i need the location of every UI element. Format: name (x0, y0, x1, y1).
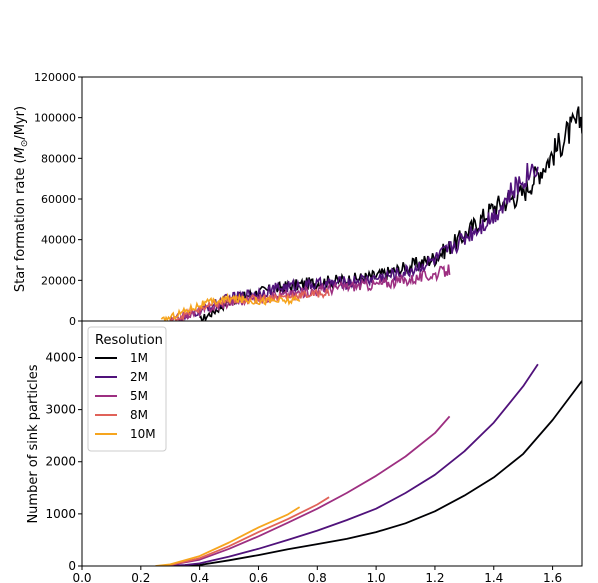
legend-label-2M: 2M (130, 370, 148, 384)
sfr-line-10M (160, 292, 301, 321)
sink-y-ticks: 0 1000 2000 3000 4000 (45, 350, 82, 573)
sfr-y-label-math: M (13, 147, 28, 158)
legend: Resolution 1M 2M 5M 8M 10M (87, 326, 167, 452)
sfr-y-axis-label: Star formation rate (M⊙/Myr) (13, 106, 30, 292)
sink-panel: 0 1000 2000 3000 4000 0.0 0.2 0.4 0.6 0.8 1.0 1.2 1… (26, 320, 583, 583)
sfr-y-label-sub: ⊙ (20, 140, 30, 148)
sfr-y-tick-label: 40000 (41, 234, 76, 247)
sfr-y-tick-label: 120000 (34, 71, 76, 84)
sink-line-1M (170, 380, 582, 566)
sink-x-tick-label: 0.6 (249, 571, 268, 583)
sink-y-tick-label: 3000 (45, 403, 76, 417)
legend-label-1M: 1M (130, 351, 148, 365)
sink-x-tick-label: 0.0 (72, 571, 91, 583)
sink-x-tick-label: 0.2 (131, 571, 150, 583)
sink-x-tick-label: 0.8 (308, 571, 327, 583)
sfr-panel: 0 20000 40000 60000 80000 100000 120000 Star f… (13, 71, 583, 328)
sink-y-tick-label: 4000 (45, 350, 76, 364)
sfr-y-tick-label: 60000 (41, 193, 76, 206)
legend-label-8M: 8M (130, 408, 148, 422)
sfr-lines (160, 106, 582, 321)
sink-y-tick-label: 2000 (45, 455, 76, 469)
legend-items: 1M 2M 5M 8M 10M (95, 351, 156, 441)
sink-line-5M (161, 415, 451, 566)
sink-x-tick-label: 0.4 (190, 571, 209, 583)
sink-line-2M (161, 363, 539, 566)
sink-x-tick-label: 1.0 (367, 571, 386, 583)
sfr-y-tick-label: 0 (69, 315, 76, 328)
legend-label-5M: 5M (130, 389, 148, 403)
sfr-y-tick-label: 80000 (41, 152, 76, 165)
sink-axes-frame (81, 320, 583, 567)
sfr-y-tick-label: 20000 (41, 274, 76, 287)
sink-x-ticks: 0.0 0.2 0.4 0.6 0.8 1.0 1.2 1.4 1.6 (72, 566, 562, 583)
legend-title: Resolution (95, 333, 163, 348)
legend-label-10M: 10M (130, 427, 156, 441)
sink-line-8M (161, 496, 330, 566)
sfr-y-label-text: Star formation rate ( (13, 158, 28, 292)
sfr-y-ticks: 0 20000 40000 60000 80000 100000 120000 (34, 71, 82, 328)
sink-y-tick-label: 1000 (45, 507, 76, 521)
sink-y-axis-label: Number of sink particles (26, 364, 41, 523)
sink-x-tick-label: 1.6 (543, 571, 562, 583)
sink-y-tick-label: 0 (68, 559, 76, 573)
sink-x-tick-label: 1.4 (484, 571, 503, 583)
sfr-y-tick-label: 100000 (34, 112, 76, 125)
sink-lines (155, 363, 582, 566)
sfr-y-label-tail: /Myr) (13, 106, 28, 140)
sink-line-10M (155, 506, 301, 566)
sink-x-tick-label: 1.2 (425, 571, 444, 583)
